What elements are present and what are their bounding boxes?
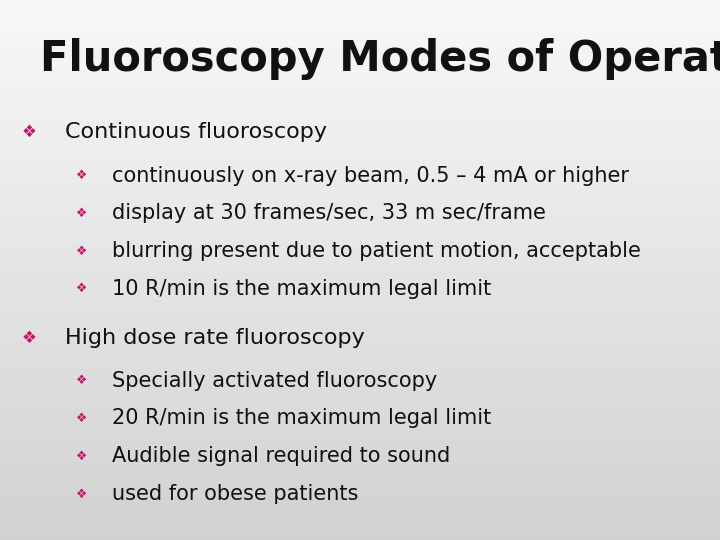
Text: 20 R/min is the maximum legal limit: 20 R/min is the maximum legal limit	[112, 408, 491, 429]
Text: display at 30 frames/sec, 33 m sec/frame: display at 30 frames/sec, 33 m sec/frame	[112, 203, 546, 224]
Text: ❖: ❖	[22, 123, 37, 141]
Text: Continuous fluoroscopy: Continuous fluoroscopy	[65, 122, 327, 143]
Text: ❖: ❖	[76, 207, 87, 220]
Text: ❖: ❖	[76, 412, 87, 425]
Text: used for obese patients: used for obese patients	[112, 484, 358, 504]
Text: blurring present due to patient motion, acceptable: blurring present due to patient motion, …	[112, 241, 641, 261]
Text: High dose rate fluoroscopy: High dose rate fluoroscopy	[65, 327, 364, 348]
Text: ❖: ❖	[76, 169, 87, 182]
Text: ❖: ❖	[22, 328, 37, 347]
Text: ❖: ❖	[76, 282, 87, 295]
Text: ❖: ❖	[76, 245, 87, 258]
Text: Specially activated fluoroscopy: Specially activated fluoroscopy	[112, 370, 437, 391]
Text: continuously on x-ray beam, 0.5 – 4 mA or higher: continuously on x-ray beam, 0.5 – 4 mA o…	[112, 165, 629, 186]
Text: 10 R/min is the maximum legal limit: 10 R/min is the maximum legal limit	[112, 279, 491, 299]
Text: ❖: ❖	[76, 488, 87, 501]
Text: Audible signal required to sound: Audible signal required to sound	[112, 446, 450, 467]
Text: ❖: ❖	[76, 374, 87, 387]
Text: ❖: ❖	[76, 450, 87, 463]
Text: Fluoroscopy Modes of Operation: Fluoroscopy Modes of Operation	[40, 38, 720, 80]
